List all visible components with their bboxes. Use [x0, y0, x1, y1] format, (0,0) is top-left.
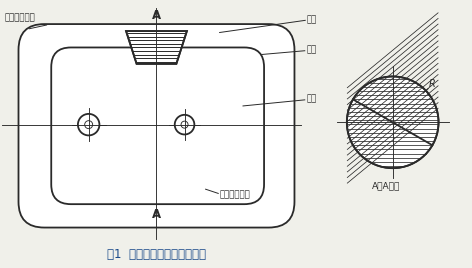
FancyBboxPatch shape: [18, 24, 295, 228]
Text: A: A: [152, 208, 161, 221]
Circle shape: [78, 114, 100, 135]
Circle shape: [175, 115, 194, 135]
Circle shape: [84, 121, 93, 129]
Circle shape: [347, 76, 438, 168]
Text: 终端电阻点焊: 终端电阻点焊: [4, 14, 35, 23]
Text: R: R: [429, 79, 436, 89]
Text: 模芯: 模芯: [306, 15, 316, 24]
Text: 图1  铁芯、模芯、纸垫示意图: 图1 铁芯、模芯、纸垫示意图: [107, 248, 206, 261]
Circle shape: [181, 121, 188, 128]
Text: 纸垫: 纸垫: [306, 45, 316, 54]
FancyBboxPatch shape: [51, 47, 264, 204]
Text: 铁芯: 铁芯: [306, 94, 316, 103]
Text: A: A: [152, 9, 161, 22]
Text: 始端电阻点焊: 始端电阻点焊: [219, 190, 250, 199]
Polygon shape: [126, 31, 187, 64]
Text: A－A放大: A－A放大: [371, 181, 400, 190]
